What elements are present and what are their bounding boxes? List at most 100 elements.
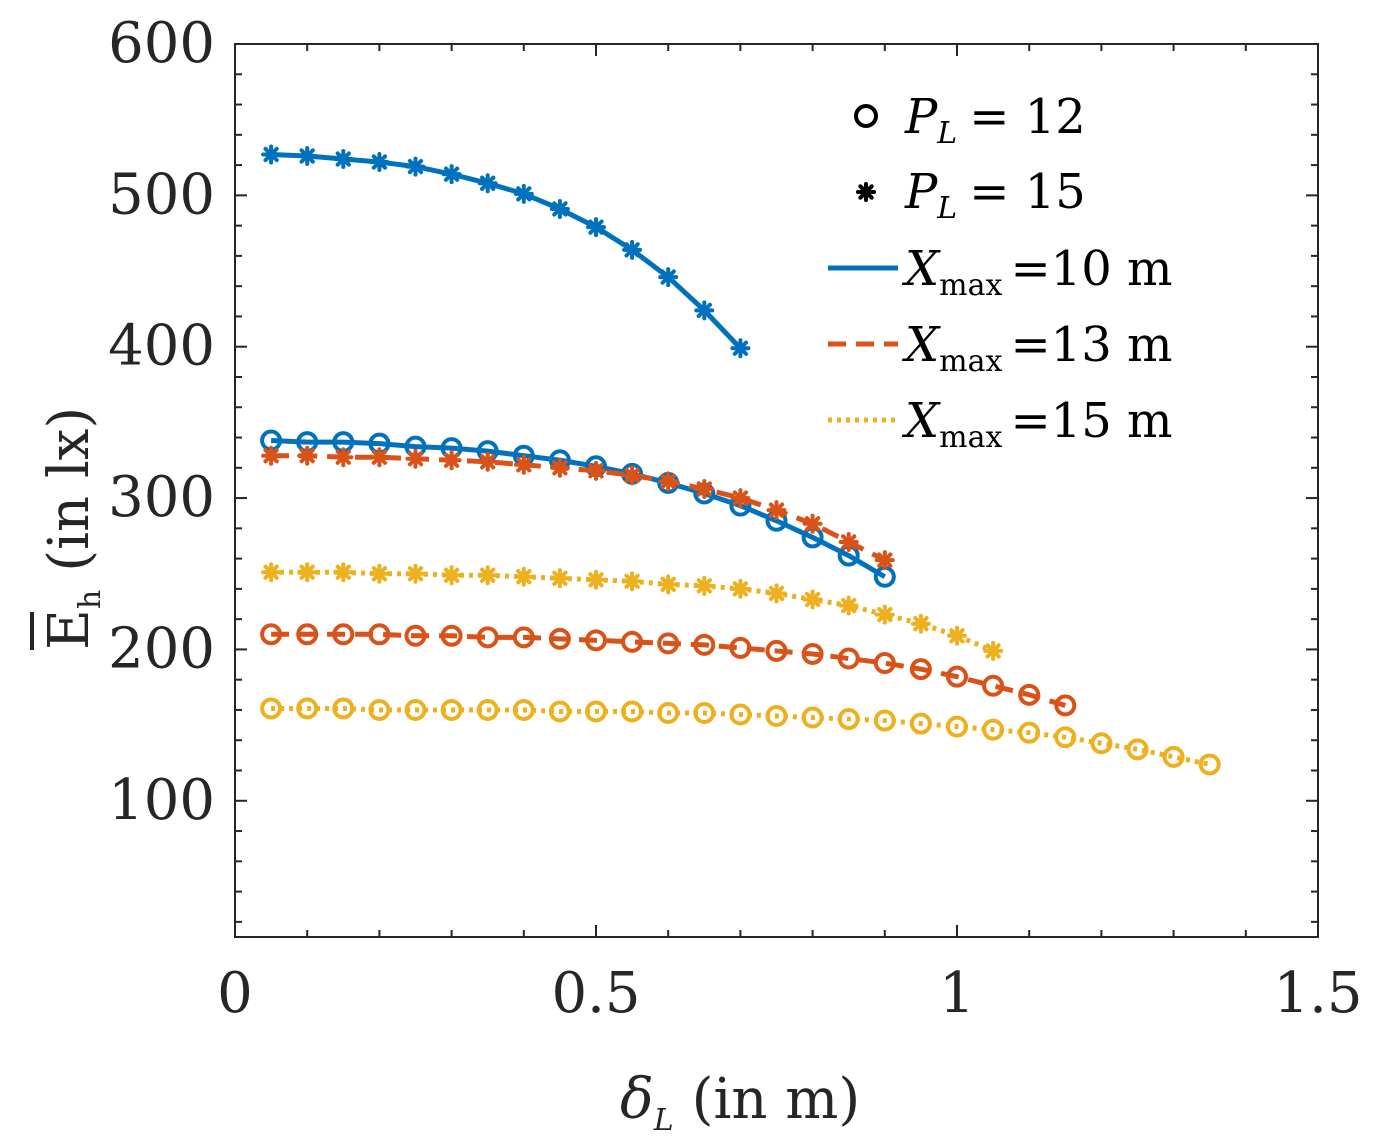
asterisk-stroke [877,552,893,568]
data-point [333,447,354,468]
asterisk-stroke [407,566,424,582]
data-point [766,583,787,604]
asterisk-stroke [263,564,279,580]
data-point [405,156,426,177]
asterisk-stroke [480,567,496,583]
data-point [332,623,355,646]
asterisk-stroke [516,457,532,473]
asterisk-stroke [443,567,460,583]
data-point [694,478,715,499]
data-point [405,563,426,584]
svg-text:Xmax=10 m: Xmax =10 m [901,241,1173,303]
asterisk-stroke [443,452,460,468]
series-5 [260,697,1221,776]
y-tick-label: 300 [108,465,215,530]
data-point [297,146,318,167]
data-point [1090,732,1113,755]
y-tick-label: 400 [108,314,215,379]
data-point [874,550,895,571]
legend-asterisk-marker [856,182,876,202]
legend-circle-marker [854,104,878,128]
asterisk-stroke [660,473,676,490]
data-point [440,698,463,721]
svg-text:PL= 12: PL = 12 [904,89,1086,151]
data-point [622,571,643,592]
data-point [1126,738,1149,761]
data-point [1054,726,1077,749]
data-point [693,701,716,724]
data-point [837,708,860,731]
data-point [657,632,680,655]
data-point [909,712,932,735]
data-point [622,465,643,486]
data-point [441,450,462,471]
asterisk-stroke [913,616,929,632]
asterisk-stroke [732,581,749,597]
asterisk-stroke [335,564,351,580]
data-point [513,566,534,587]
data-point [766,500,787,521]
asterisk-stroke [696,481,712,497]
plot-area [234,43,1319,938]
data-point [441,164,462,185]
y-tick-labels: 100 200 300 400 500 600 [108,11,215,833]
asterisk-stroke [299,564,315,580]
asterisk-stroke [660,576,676,592]
data-point [873,709,896,732]
asterisk-stroke [858,184,874,200]
series-4 [260,623,1077,717]
data-point [910,613,931,634]
asterisk-stroke [877,606,893,623]
data-point [586,569,606,590]
data-point [405,448,426,469]
legend-entry-xmax15: Xmax =15 m [828,393,1173,455]
data-point [838,531,859,552]
data-point [586,217,606,238]
data-point [909,658,932,681]
asterisk-stroke [371,566,388,582]
asterisk-stroke [624,242,640,258]
data-point [585,629,607,652]
asterisk-stroke [588,572,604,588]
x-axis-label: δL (in m) [620,1067,860,1136]
data-point [332,697,355,720]
series-line [270,438,887,579]
asterisk-stroke [335,151,351,167]
asterisk-stroke [841,534,857,550]
series-line [271,705,1211,767]
data-point [512,698,535,721]
asterisk-stroke [552,570,568,586]
series-layer [260,144,1221,776]
data-point [477,565,498,586]
data-point [730,578,751,599]
asterisk-stroke [624,467,640,484]
data-point [693,633,716,656]
data-point [1162,745,1185,768]
y-axis-label: Eh(in lx) [30,407,108,650]
data-point [513,454,534,475]
data-point [261,144,282,165]
data-point [982,674,1005,697]
asterisk-stroke [985,643,1001,659]
data-point [621,700,644,723]
data-point [658,471,679,492]
asterisk-stroke [552,460,568,476]
data-point [513,183,534,204]
asterisk-stroke [407,451,424,467]
data-point [404,698,427,721]
data-point [261,562,282,583]
data-point [476,698,499,721]
asterisk-stroke [371,154,388,170]
data-point [549,457,570,478]
data-point [512,626,535,649]
data-point [1054,694,1077,717]
asterisk-stroke [841,597,857,614]
data-point [549,198,570,219]
data-point [730,488,751,509]
legend-entry-pl12: PL = 12 [854,89,1086,151]
asterisk-stroke [768,585,785,602]
data-point [548,627,571,650]
data-point [404,624,427,647]
asterisk-stroke [516,569,532,585]
